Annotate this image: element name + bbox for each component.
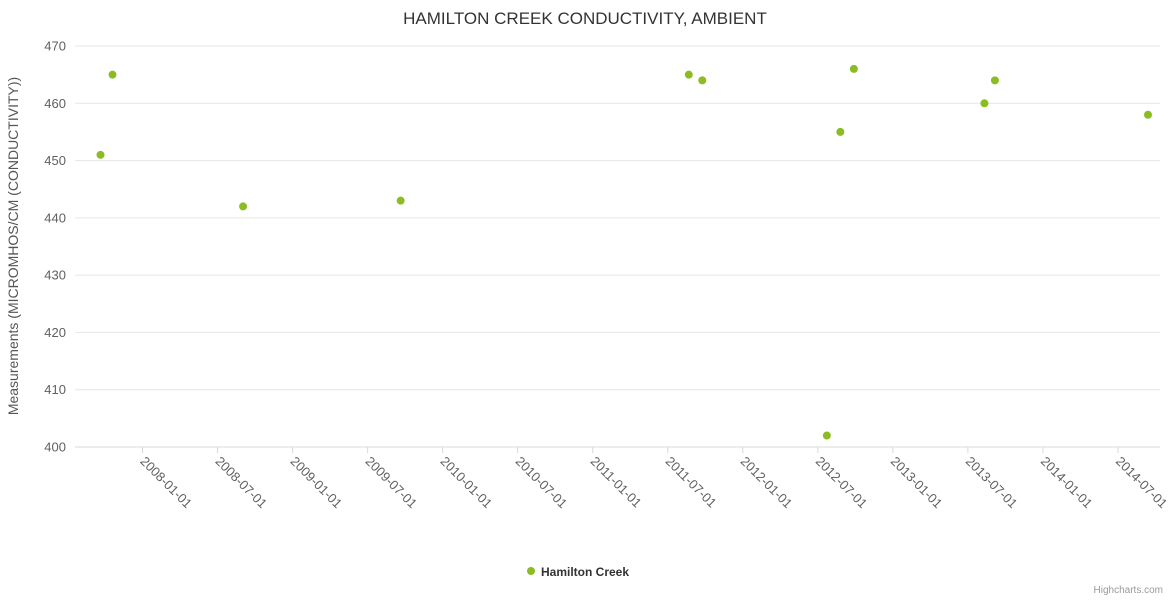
x-tick-label: 2013-01-01 [888,454,946,512]
y-tick-label: 460 [44,96,66,111]
data-point[interactable] [836,127,845,136]
legend[interactable]: Hamilton Creek [527,565,629,579]
x-tick-label: 2010-01-01 [438,454,496,512]
data-point[interactable] [849,64,858,73]
x-axis [75,446,1160,453]
data-point[interactable] [239,202,248,211]
x-tick-label: 2012-01-01 [738,454,796,512]
x-tick-label: 2014-01-01 [1038,454,1096,512]
y-tick-label: 420 [44,325,66,340]
y-tick-label: 470 [44,39,66,54]
x-tick-label: 2012-07-01 [813,454,871,512]
x-tick-label: 2011-07-01 [663,454,720,511]
legend-series-label[interactable]: Hamilton Creek [541,565,629,579]
x-tick-label: 2009-07-01 [363,454,421,512]
x-tick-label: 2011-01-01 [588,454,645,511]
data-point[interactable] [990,76,999,85]
chart-title: HAMILTON CREEK CONDUCTIVITY, AMBIENT [403,9,767,28]
x-tick-label: 2008-01-01 [137,454,195,512]
data-point[interactable] [396,196,405,205]
x-tick-label: 2013-07-01 [963,454,1021,512]
scatter-points [96,64,1152,440]
y-tick-label: 400 [44,440,66,455]
x-tick-label: 2010-07-01 [513,454,571,512]
x-tick-label: 2009-01-01 [287,454,345,512]
data-point[interactable] [96,150,105,159]
data-point[interactable] [108,70,117,79]
x-axis-tick-labels: 2008-01-01 2008-07-01 2009-01-01 2009-07-01… [137,454,1170,512]
y-tick-label: 440 [44,210,66,225]
x-tick-label: 2008-07-01 [212,454,270,512]
data-point[interactable] [684,70,693,79]
legend-marker-icon[interactable] [527,567,535,575]
credits-link[interactable]: Highcharts.com [1094,585,1163,596]
y-tick-label: 450 [44,153,66,168]
y-axis-tick-labels: 400 410 420 430 440 450 460 470 [44,39,66,455]
gridlines [75,45,1160,448]
y-tick-label: 430 [44,268,66,283]
y-axis-title: Measurements (MICROMHOS/CM (CONDUCTIVITY… [5,77,21,415]
data-point[interactable] [980,99,989,108]
data-point[interactable] [698,76,707,85]
data-point[interactable] [822,431,831,440]
y-tick-label: 410 [44,382,66,397]
x-tick-label: 2014-07-01 [1113,454,1170,512]
data-point[interactable] [1143,110,1152,119]
